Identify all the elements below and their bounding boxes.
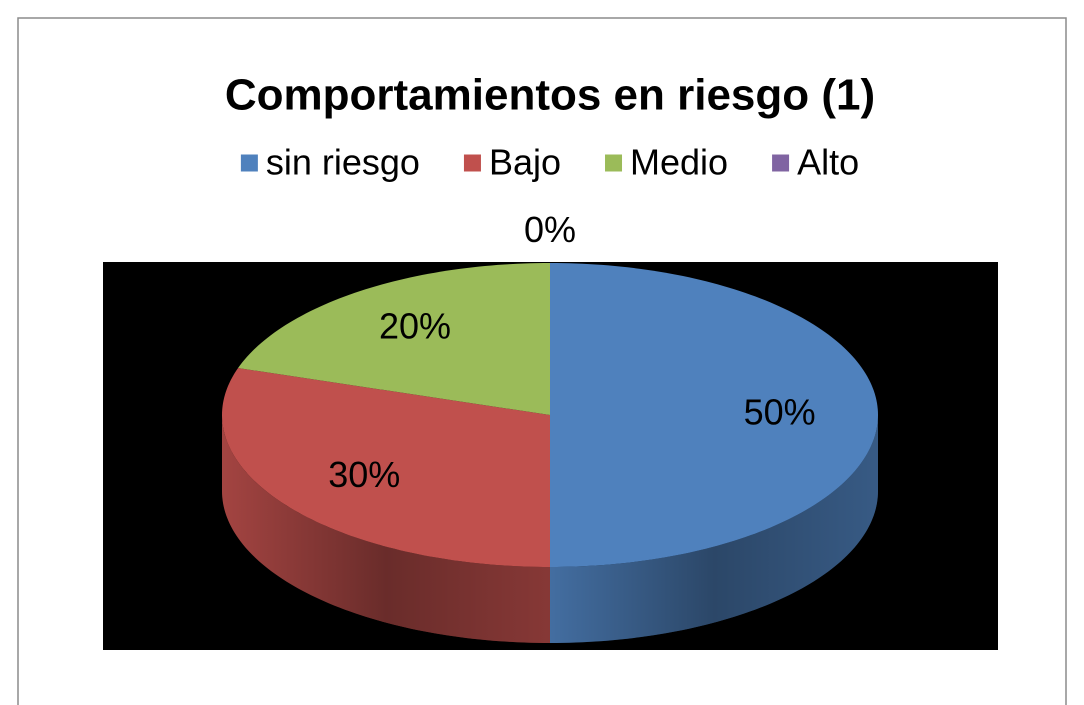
slice — [238, 263, 550, 415]
chart-title: Comportamientos en riesgo (1) — [225, 71, 875, 120]
data-label: 0% — [524, 209, 576, 250]
legend-item: sin riesgo — [240, 142, 420, 183]
data-label: 20% — [379, 305, 451, 346]
legend-label: Medio — [630, 142, 728, 183]
data-label: 50% — [744, 392, 816, 433]
legend-swatch — [240, 154, 258, 172]
legend-label: sin riesgo — [266, 142, 420, 183]
data-label: 30% — [328, 454, 400, 495]
slice-side-shade — [550, 415, 878, 643]
legend-item: Medio — [605, 142, 728, 183]
legend-label: Alto — [797, 142, 859, 183]
legend-label: Bajo — [489, 142, 561, 183]
slice — [550, 263, 878, 567]
slice-side-shade — [222, 415, 550, 643]
legend-swatch — [772, 154, 790, 172]
legend-swatch — [605, 154, 623, 172]
legend-swatch — [463, 154, 481, 172]
slice — [222, 368, 550, 567]
legend-item: Bajo — [463, 142, 561, 183]
legend-item: Alto — [772, 142, 859, 183]
pie-sides — [222, 415, 878, 643]
chart-frame — [17, 17, 1067, 705]
